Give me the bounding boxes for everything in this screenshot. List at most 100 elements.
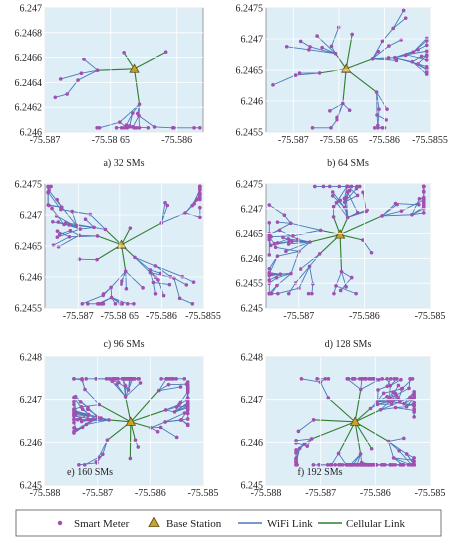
smart-meter-point xyxy=(416,47,420,52)
smart-meter-point xyxy=(182,377,187,381)
smart-meter-point xyxy=(424,64,429,69)
smart-meter-point xyxy=(191,280,196,284)
smart-meter-point xyxy=(267,266,272,271)
wifi-link xyxy=(336,103,344,118)
smart-meter-point xyxy=(198,184,202,189)
smart-meter-point xyxy=(294,441,298,445)
smart-meter-point xyxy=(72,429,76,434)
smart-meter-point xyxy=(372,125,377,130)
cellular-link xyxy=(134,51,166,70)
smart-meter-point xyxy=(275,241,280,245)
wifi-link xyxy=(381,204,398,217)
wifi-link xyxy=(80,226,95,230)
y-tick-label: 6.247 xyxy=(241,204,264,215)
cellular-link xyxy=(130,390,160,423)
smart-meter-point xyxy=(385,107,389,111)
legend-label-cellular-link: Cellular Link xyxy=(346,518,405,530)
smart-meter-point xyxy=(384,118,388,122)
smart-meter-point xyxy=(346,377,351,381)
smart-meter-point xyxy=(161,293,166,298)
base-station-marker xyxy=(349,416,361,426)
smart-meter-point xyxy=(122,50,126,55)
cellular-link xyxy=(108,419,131,423)
smart-meter-point xyxy=(412,394,416,398)
smart-meter-point xyxy=(388,383,393,388)
smart-meter-point xyxy=(128,456,133,461)
smart-meter-point xyxy=(80,301,85,306)
smart-meter-point xyxy=(288,221,293,226)
smart-meter-point xyxy=(134,125,139,130)
wifi-link xyxy=(165,419,181,423)
smart-meter-point xyxy=(394,58,399,63)
smart-meter-point xyxy=(198,215,202,220)
wifi-link xyxy=(286,46,309,51)
smart-meter-point xyxy=(364,377,368,381)
smart-meter-point xyxy=(74,223,79,228)
smart-meter-point xyxy=(109,285,113,290)
smart-meter-point xyxy=(135,111,140,116)
cellular-link xyxy=(319,68,347,74)
x-tick-label: -75.587 xyxy=(63,311,94,322)
wifi-link xyxy=(301,378,321,383)
smart-meter-point xyxy=(375,402,380,407)
smart-meter-point xyxy=(185,411,190,416)
smart-meter-point xyxy=(410,397,415,401)
smart-meter-point xyxy=(75,417,80,422)
smart-meter-point xyxy=(72,417,76,422)
smart-meter-point xyxy=(91,417,95,421)
wifi-link xyxy=(411,208,424,216)
wifi-link xyxy=(413,45,427,53)
y-tick-label: 6.247 xyxy=(241,35,264,46)
smart-meter-point xyxy=(346,184,350,189)
smart-meter-point xyxy=(77,463,81,467)
smart-meter-point xyxy=(107,418,111,422)
legend-box xyxy=(15,509,442,537)
smart-meter-point xyxy=(393,405,398,410)
smart-meter-point xyxy=(185,382,190,387)
smart-meter-point xyxy=(329,44,334,49)
smart-meter-point xyxy=(146,125,151,130)
smart-meter-point xyxy=(167,282,172,287)
smart-meter-point xyxy=(386,439,391,444)
wifi-link xyxy=(290,251,300,274)
smart-meter-point xyxy=(152,125,157,129)
smart-meter-point xyxy=(76,78,80,82)
smart-meter-point xyxy=(375,113,379,117)
cellular-link xyxy=(342,68,347,104)
x-tick-label: -75.587 xyxy=(82,488,113,499)
smart-meter-point xyxy=(163,408,168,412)
smart-meter-point xyxy=(163,420,167,424)
smart-meter-point xyxy=(74,427,79,432)
smart-meter-point xyxy=(163,50,168,55)
smart-meter-point xyxy=(273,245,278,250)
smart-meter-point xyxy=(148,270,153,275)
smart-meter-point xyxy=(58,77,63,81)
wifi-link xyxy=(335,285,357,295)
wifi-link xyxy=(277,238,289,244)
wifi-link xyxy=(298,419,314,432)
cellular-link xyxy=(120,244,127,272)
wifi-link xyxy=(99,121,120,129)
legend: Smart Meter Base Station WiFi Link Cellu… xyxy=(15,509,442,537)
wifi-link xyxy=(98,439,108,458)
panel-d-marks xyxy=(267,184,426,296)
smart-meter-point xyxy=(387,44,391,48)
wifi-link xyxy=(153,282,156,294)
y-tick-label: 6.2475 xyxy=(236,4,264,15)
smart-meter-point xyxy=(385,384,390,389)
smart-meter-point xyxy=(165,203,170,208)
wifi-link xyxy=(298,266,310,289)
panel-a-axes: 6.246 6.2462 6.2464 6.2466 6.2468 6.247 -75.58… xyxy=(15,4,203,146)
wifi-link xyxy=(406,50,427,56)
wifi-link xyxy=(164,412,185,423)
smart-meter-point xyxy=(302,442,307,446)
wifi-link xyxy=(308,49,336,55)
cellular-link xyxy=(98,404,132,423)
smart-meter-point xyxy=(291,234,295,238)
smart-meter-point xyxy=(395,377,399,381)
wifi-link xyxy=(160,205,168,224)
x-tick-label: -75.587 xyxy=(283,311,314,322)
smart-meter-point xyxy=(104,377,109,381)
smart-meter-point xyxy=(311,418,316,422)
wifi-link xyxy=(336,202,349,218)
